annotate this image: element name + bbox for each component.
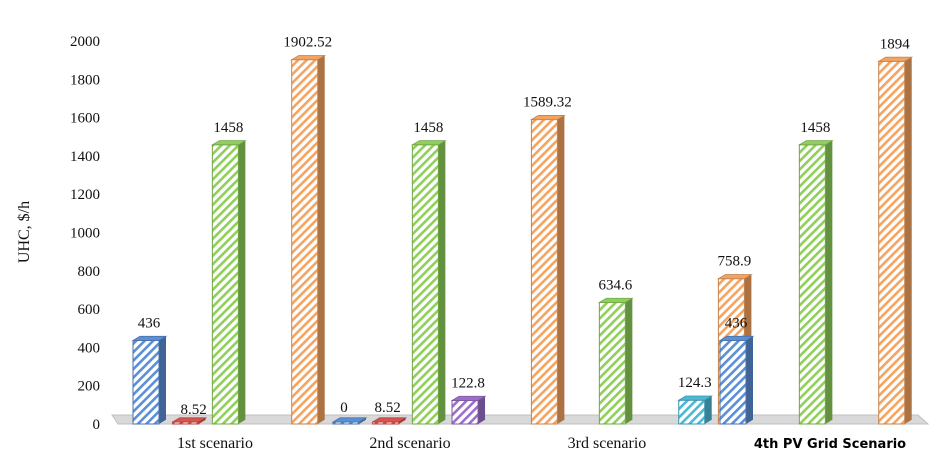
bar [718,335,755,425]
data-label: 1902.52 [283,35,332,51]
bar-front [291,59,319,425]
bar-side [904,57,912,424]
bar-top [877,56,914,62]
bar-side [398,417,406,424]
bar-top [331,417,368,423]
data-label: 0 [340,400,348,416]
y-tick-label: 200 [78,379,101,395]
data-label: 436 [725,316,748,332]
bar-top [410,140,447,146]
bar-side [704,395,712,424]
bar-top [171,417,208,423]
bar-side [198,417,206,424]
bar-top [677,395,714,401]
bar-top [529,115,566,121]
bar-top [131,335,168,341]
y-tick-label: 2000 [70,34,100,50]
data-label: 8.52 [181,402,207,418]
bar [171,417,208,425]
bar-side [746,336,753,424]
bar-side [359,417,366,424]
y-tick-label: 1600 [70,111,100,127]
bar-top [716,274,753,280]
data-label: 1458 [413,120,443,136]
y-tick-label: 800 [78,264,101,280]
category-label: 2nd scenario [369,435,450,452]
bar [371,417,408,425]
category-label: 4th PV Grid Scenario [754,437,906,452]
bar-side [478,396,486,424]
data-label: 1894 [880,36,911,52]
data-label: 1458 [213,120,243,136]
bar-side [159,336,166,424]
category-label: 3rd scenario [568,435,647,452]
bar-front [598,301,626,425]
bar [597,297,634,425]
bar-side [438,140,446,424]
y-tick-label: 600 [78,302,101,318]
y-axis-label: UHC, $/h [16,201,33,263]
bar-front [451,399,479,425]
bar-top [797,140,834,146]
bars [131,55,914,425]
bar [450,395,487,425]
y-tick-label: 0 [93,417,101,433]
category-labels: 1st scenario 2nd scenario 3rd scenario 4th … [177,435,906,452]
data-label: 1458 [800,120,830,136]
bar [331,417,368,425]
bar-side [238,140,246,424]
bar [290,55,327,425]
data-label: 1589.32 [523,95,572,111]
bar-front [678,399,706,425]
bar [797,140,834,425]
bar [410,140,447,425]
y-tick-label: 1000 [70,226,100,242]
data-label: 122.8 [451,375,485,391]
data-label: 124.3 [678,375,712,391]
bar-front [132,340,160,425]
bar [529,115,566,425]
bar-side [557,115,565,424]
bar-side [317,55,325,425]
bar [677,395,714,425]
bar-side [825,140,833,424]
data-labels: 436 8.52 1458 1902.52 0 8.52 1458 122.8 1589.32 6… [138,35,910,418]
bar-top [597,297,634,303]
y-tick-label: 1400 [70,149,100,165]
bar-top [290,55,327,61]
bar-top [371,417,408,423]
data-label: 8.52 [375,400,401,416]
y-tick-label: 1200 [70,187,100,203]
bar-top [718,335,755,341]
bar [210,140,247,425]
data-label: 758.9 [718,254,752,270]
bar-top [450,395,487,401]
bar-front [211,144,239,425]
data-label: 634.6 [598,277,632,293]
category-label: 1st scenario [177,435,253,452]
bar-front [878,60,906,425]
bar-top [210,140,247,146]
y-tick-label: 400 [78,340,101,356]
bar-side [625,298,633,424]
y-tick-label: 1800 [70,72,100,88]
bar-front [411,144,439,425]
bar [877,56,914,425]
bar-front [530,119,558,425]
data-label: 436 [138,316,161,332]
bar [131,335,168,425]
y-axis-ticks: 0 200 400 600 800 1000 1200 1400 1600 1800 2000 [70,34,100,433]
bar-front [719,340,747,425]
bar-front [798,144,826,425]
